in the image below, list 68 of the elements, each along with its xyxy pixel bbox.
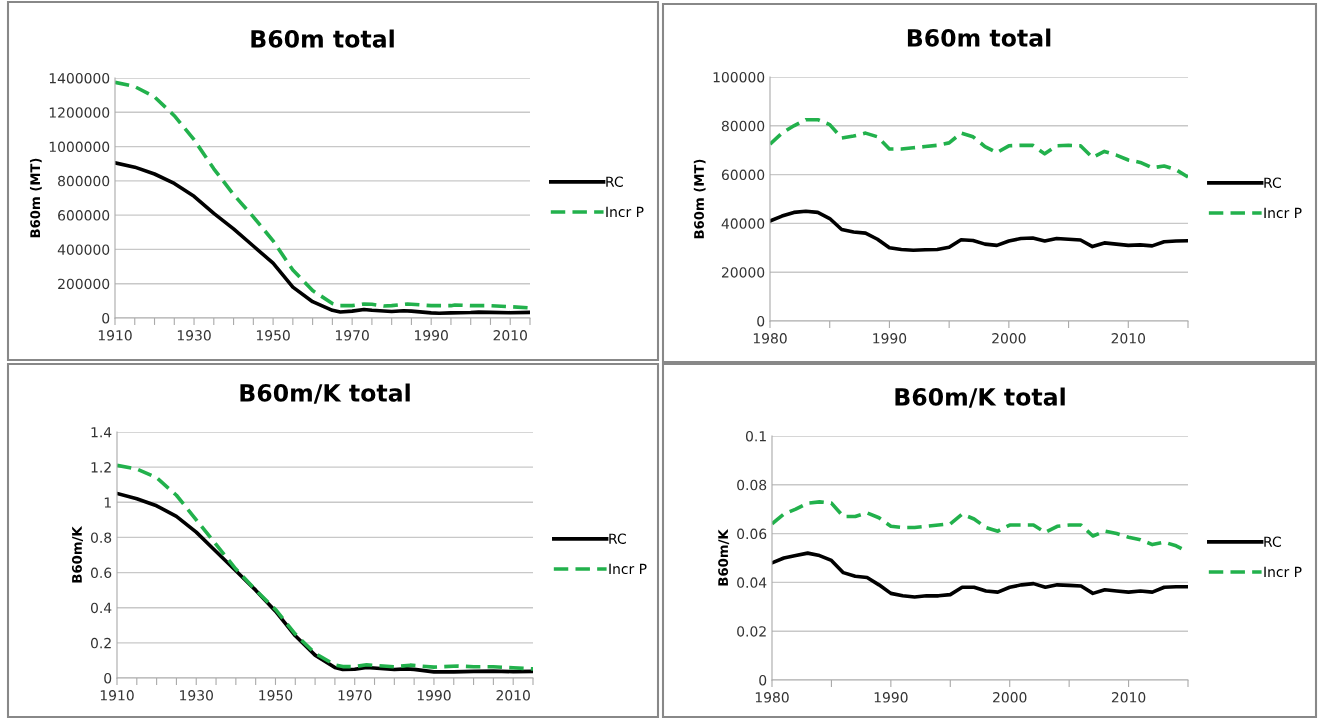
x-tick-label: 2000	[993, 692, 1027, 703]
x-tick-label: 1950	[256, 330, 290, 341]
x-tick-label: 2010	[496, 690, 530, 701]
y-tick-label: 1	[104, 497, 111, 508]
y-tick-label: 0.08	[737, 479, 767, 491]
y-tick-label: 100000	[713, 71, 765, 83]
legend-label: RC	[606, 176, 623, 187]
y-tick-label: 0.02	[737, 626, 766, 637]
y-tick-label: 60000	[721, 169, 765, 181]
x-tick-label: 1930	[180, 690, 213, 701]
y-tick-label: 0	[102, 312, 110, 324]
x-tick-label: 1990	[874, 692, 908, 703]
x-tick-label: 1910	[98, 330, 132, 341]
y-tick-label: 400000	[57, 244, 110, 255]
legend-label: RC	[1264, 536, 1281, 547]
x-tick-label: 1990	[415, 330, 448, 341]
y-tick-label: 0.4	[90, 602, 112, 614]
x-tick-label: 1970	[335, 330, 369, 341]
x-tick-label: 2000	[992, 333, 1026, 344]
y-axis-title: B60m (MT)	[693, 159, 706, 239]
y-tick-label: 1000000	[49, 141, 110, 153]
legend-label: Incr P	[1264, 566, 1302, 578]
y-tick-label: 600000	[58, 210, 110, 221]
legend-label: Incr P	[1264, 207, 1302, 219]
x-tick-label: 1990	[417, 690, 451, 701]
y-tick-label: 40000	[721, 218, 765, 229]
y-tick-label: 0.2	[90, 637, 111, 649]
y-tick-label: 80000	[721, 120, 765, 132]
legend-label: RC	[609, 533, 626, 544]
x-tick-label: 1930	[177, 330, 211, 341]
x-tick-label: 1970	[338, 690, 372, 701]
legend-label: RC	[1264, 177, 1281, 188]
x-tick-label: 2010	[1111, 333, 1146, 344]
y-axis-title: B60m (MT)	[29, 158, 42, 238]
x-tick-label: 1980	[755, 692, 789, 703]
chart-title: B60m total	[907, 28, 1051, 47]
y-tick-label: 0.06	[737, 528, 767, 540]
legend-label: Incr P	[609, 563, 647, 575]
y-tick-label: 0.8	[90, 532, 112, 543]
y-tick-label: 1400000	[49, 72, 110, 84]
y-axis-title: B60m/K	[718, 529, 730, 586]
x-tick-label: 1950	[259, 690, 293, 701]
x-tick-label: 2010	[493, 330, 527, 341]
line-series	[770, 117, 1188, 179]
y-tick-label: 1200000	[49, 107, 110, 118]
y-tick-label: 800000	[58, 175, 110, 187]
y-tick-label: 0	[104, 672, 112, 684]
y-tick-label: 1.4	[91, 427, 112, 438]
chart-title: B60m total	[251, 29, 394, 48]
y-tick-label: 0.1	[745, 430, 766, 442]
y-tick-label: 0	[759, 674, 767, 686]
x-tick-label: 1990	[873, 333, 907, 344]
line-series	[772, 551, 1188, 599]
y-tick-label: 200000	[58, 278, 110, 290]
y-tick-label: 0.6	[90, 567, 112, 579]
chart-title: B60m/K total	[895, 387, 1065, 408]
x-tick-label: 2010	[1111, 692, 1146, 703]
y-tick-label: 1.2	[91, 462, 111, 473]
x-tick-label: 1910	[100, 690, 134, 701]
y-axis-title: B60m/K	[71, 526, 83, 583]
line-series	[115, 80, 530, 310]
line-series	[770, 209, 1188, 253]
legend-label: Incr P	[606, 206, 644, 218]
x-tick-label: 1980	[753, 333, 787, 344]
y-tick-label: 20000	[721, 267, 765, 278]
chart-title: B60m/K total	[240, 383, 410, 404]
y-tick-label: 0	[757, 315, 765, 327]
y-tick-label: 0.04	[737, 577, 767, 588]
